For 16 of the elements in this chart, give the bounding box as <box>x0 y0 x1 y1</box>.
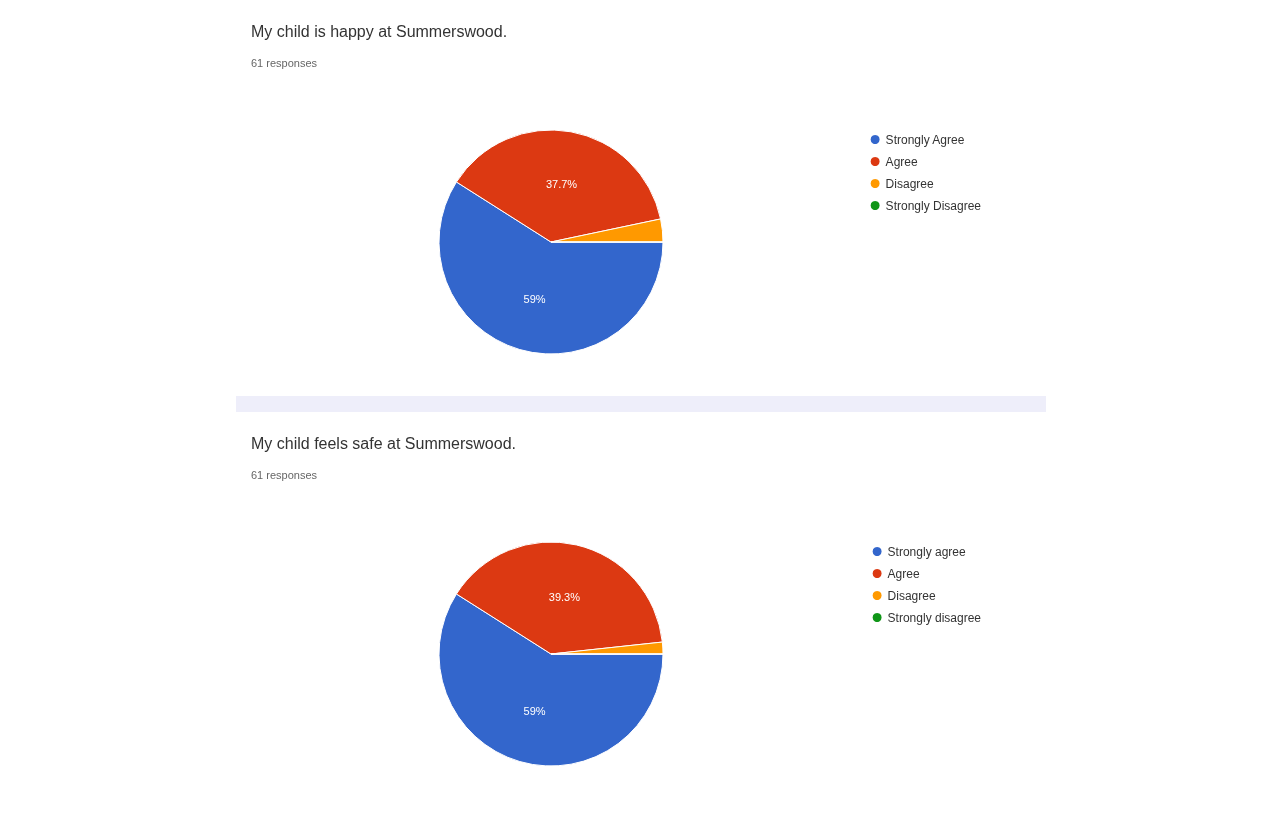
data-label: 39.3% <box>548 590 581 603</box>
legend-label: Strongly disagree <box>887 610 982 625</box>
chart-title: My child is happy at Summerswood. <box>251 22 508 40</box>
legend-label: Strongly Agree <box>885 132 965 147</box>
data-label: 59% <box>523 704 546 717</box>
data-label: 37.7% <box>545 177 578 190</box>
legend-label: Agree <box>887 566 920 581</box>
chart-title: My child feels safe at Summerswood. <box>251 434 516 452</box>
legend-label: Agree <box>885 154 918 169</box>
legend-label: Strongly Disagree <box>885 198 982 213</box>
text: 61 responses <box>251 56 318 69</box>
legend-label: Strongly agree <box>887 544 966 559</box>
legend-label: Disagree <box>887 588 936 603</box>
legend-label: Disagree <box>885 176 934 191</box>
text: 61 responses <box>251 468 318 481</box>
data-label: 59% <box>523 292 546 305</box>
